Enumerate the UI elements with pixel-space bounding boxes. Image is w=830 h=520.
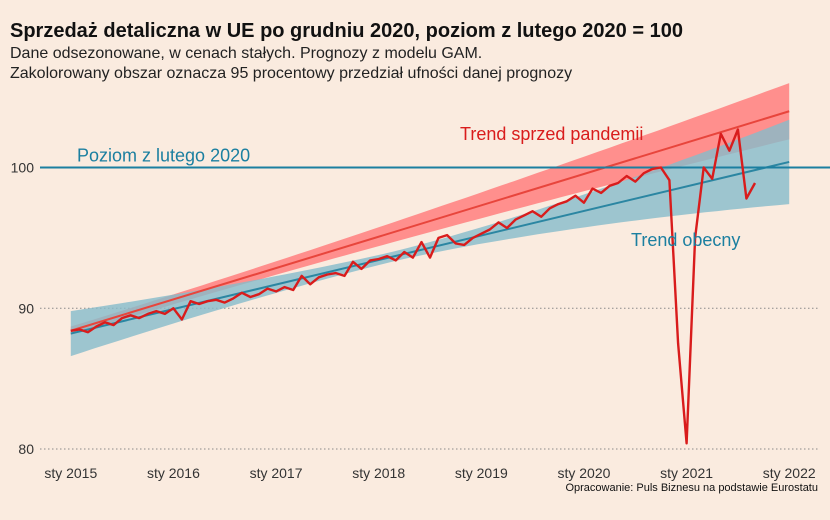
pre-pandemic-trend-label: Trend sprzed pandemii	[460, 124, 643, 144]
chart-subtitle-1: Dane odsezonowane, w cenach stałych. Pro…	[10, 45, 483, 62]
reference-line-label: Poziom z lutego 2020	[77, 146, 250, 166]
chart-title: Sprzedaż detaliczna w UE po grudniu 2020…	[10, 20, 683, 42]
x-tick-label-2020: sty 2020	[557, 465, 610, 481]
y-tick-label-90: 90	[18, 300, 34, 316]
chart-subtitle-2: Zakolorowany obszar oznacza 95 procentow…	[10, 65, 573, 82]
actual-series-group	[70, 128, 757, 445]
x-tick-label-2019: sty 2019	[455, 465, 508, 481]
y-tick-label-80: 80	[18, 441, 34, 457]
pre-pandemic-trend-line	[70, 110, 790, 332]
x-tick-label-2018: sty 2018	[352, 465, 405, 481]
x-tick-label-2016: sty 2016	[147, 465, 200, 481]
x-axis: sty 2015 sty 2016 sty 2017 sty 2018 sty 2019…	[44, 465, 816, 481]
actual-sales-series	[70, 128, 757, 445]
current-trend-label: Trend obecny	[631, 230, 740, 250]
x-tick-label-2022: sty 2022	[763, 465, 816, 481]
y-axis: 80 90 100	[11, 160, 35, 457]
x-tick-label-2017: sty 2017	[250, 465, 303, 481]
x-tick-label-2015: sty 2015	[44, 465, 97, 481]
y-tick-label-100: 100	[11, 160, 35, 176]
x-tick-label-2021: sty 2021	[660, 465, 713, 481]
pre-pandemic-confidence-band	[70, 83, 790, 335]
source-caption: Opracowanie: Puls Biznesu na podstawie E…	[565, 482, 818, 494]
